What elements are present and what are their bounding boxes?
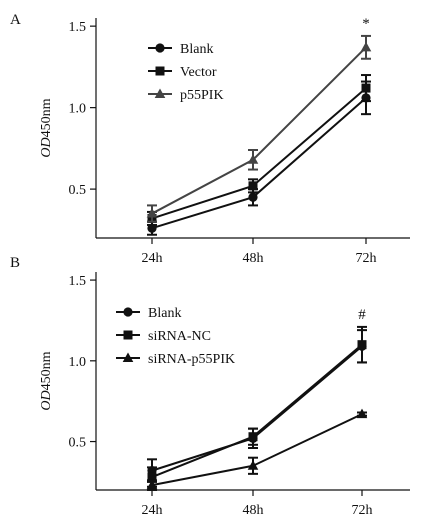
legend-entry: Blank (148, 42, 213, 57)
x-tick-label: 48h (243, 503, 264, 518)
y-tick-label: 1.0 (69, 102, 87, 117)
legend-marker (155, 43, 165, 53)
legend-entry: siRNA-p55PIK (116, 352, 235, 367)
y-axis-label-unit: 450nm (39, 351, 54, 390)
y-axis-label: OD450nm (39, 98, 54, 157)
panel-b: B 0.5 1.0 1.5 24h 48h 72h OD450nm Blank siRNA-NC s… (10, 255, 410, 518)
legend-label: p55PIK (180, 88, 224, 103)
legend-marker (122, 352, 134, 362)
panel-a: A 0.5 1.0 1.5 24h 48h 72h OD450nm Blank Vector p55… (10, 12, 410, 266)
legend-entry: Blank (116, 306, 181, 321)
data-point (146, 208, 158, 218)
x-tick-label: 48h (243, 251, 264, 266)
legend-label: siRNA-p55PIK (148, 352, 235, 367)
series-blank (147, 80, 371, 236)
series-sirna-nc (147, 325, 367, 488)
legend-marker (123, 307, 133, 317)
x-tick-label: 24h (142, 251, 163, 266)
legend-entry: Vector (148, 65, 217, 80)
legend-entry: siRNA-NC (116, 329, 211, 344)
data-point (146, 479, 158, 490)
x-tick-label: 72h (356, 251, 377, 266)
data-point (360, 41, 372, 52)
y-axis-label-italic: OD (39, 137, 54, 157)
legend-label: Blank (180, 42, 213, 57)
legend-marker (123, 330, 133, 340)
series-sirna-p55pik (146, 408, 368, 491)
significance-mark: * (362, 16, 370, 32)
data-point (247, 154, 259, 164)
data-point (356, 408, 368, 419)
y-tick-label: 1.5 (69, 274, 87, 289)
panel-label: A (10, 12, 21, 28)
legend-marker (154, 88, 166, 98)
y-tick-label: 1.5 (69, 20, 87, 35)
legend-marker (155, 66, 165, 76)
significance-mark: # (358, 307, 366, 323)
data-point (361, 83, 371, 93)
y-tick-label: 1.0 (69, 355, 87, 370)
panel-label: B (10, 255, 20, 271)
y-tick-label: 0.5 (69, 436, 87, 451)
data-point (147, 472, 157, 482)
legend-entry: p55PIK (148, 88, 224, 103)
y-axis-label-italic: OD (39, 390, 54, 410)
data-point (248, 432, 258, 442)
y-tick-label: 0.5 (69, 183, 87, 198)
x-tick-label: 24h (142, 503, 163, 518)
data-point (248, 192, 258, 202)
data-point (247, 460, 259, 470)
x-tick-label: 72h (352, 503, 373, 518)
y-axis-label: OD450nm (39, 351, 54, 410)
y-axis-label-unit: 450nm (39, 98, 54, 137)
series-p55pik (146, 34, 372, 223)
data-point (357, 340, 367, 350)
legend-label: siRNA-NC (148, 329, 211, 344)
legend-label: Vector (180, 65, 217, 80)
legend-label: Blank (148, 306, 181, 321)
data-point (248, 181, 258, 191)
